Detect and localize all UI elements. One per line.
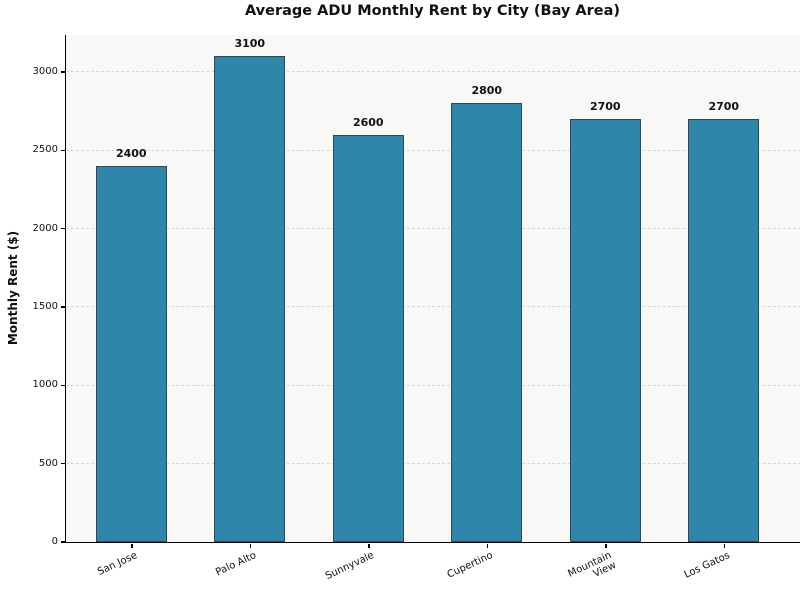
- y-tick-mark: [60, 306, 65, 308]
- y-tick-mark: [60, 149, 65, 152]
- x-tick-label: Los Gatos: [682, 550, 732, 581]
- x-tick-mark: [249, 543, 251, 548]
- bar-mountain-view: [569, 118, 641, 542]
- gridline: [66, 228, 800, 230]
- x-tick-mark: [723, 543, 725, 548]
- x-tick-label: Sunnyvale: [324, 550, 377, 583]
- y-tick-mark: [60, 462, 65, 465]
- x-tick-label: Cupertino: [445, 550, 495, 581]
- bar-los-gatos: [688, 118, 760, 542]
- y-tick-mark: [60, 541, 65, 543]
- gridline: [66, 71, 800, 73]
- y-tick-label: 500: [38, 457, 58, 469]
- plot-area: 2400 3100 2600 2800 2700 2700: [65, 35, 800, 543]
- bar-sunnyvale: [332, 134, 404, 542]
- bar-value-label: 3100: [234, 37, 266, 51]
- chart-title: Average ADU Monthly Rent by City (Bay Ar…: [244, 3, 621, 19]
- x-tick-mark: [368, 543, 370, 548]
- y-tick-label: 2500: [32, 144, 58, 156]
- y-tick-label: 3000: [32, 65, 58, 77]
- x-tick-mark: [131, 543, 133, 548]
- y-tick-mark: [60, 227, 65, 230]
- y-tick-label: 2000: [32, 222, 58, 234]
- gridline: [66, 384, 800, 386]
- bar-palo-alto: [214, 56, 286, 542]
- x-tick-mark: [605, 543, 607, 548]
- y-tick-mark: [60, 384, 65, 387]
- y-axis-label: Monthly Rent ($): [6, 230, 20, 346]
- bar-value-label: 2700: [708, 99, 740, 113]
- bar-value-label: 2400: [115, 146, 147, 160]
- x-tick-label: San Jose: [96, 550, 140, 578]
- x-tick-label: Mountain View: [566, 550, 619, 580]
- bar-value-label: 2600: [352, 115, 384, 129]
- x-tick-mark: [486, 543, 488, 548]
- gridline: [66, 149, 800, 151]
- bar-cupertino: [451, 103, 523, 542]
- bar-value-label: 2700: [589, 99, 621, 113]
- y-tick-label: 0: [51, 536, 58, 547]
- gridline: [66, 306, 800, 308]
- y-tick-label: 1500: [32, 300, 58, 312]
- x-tick-label: Palo Alto: [213, 550, 258, 579]
- bar-san-jose: [95, 165, 167, 542]
- y-tick-mark: [60, 71, 65, 73]
- y-tick-label: 1000: [32, 379, 58, 391]
- gridline: [66, 463, 800, 465]
- bar-value-label: 2800: [471, 84, 503, 98]
